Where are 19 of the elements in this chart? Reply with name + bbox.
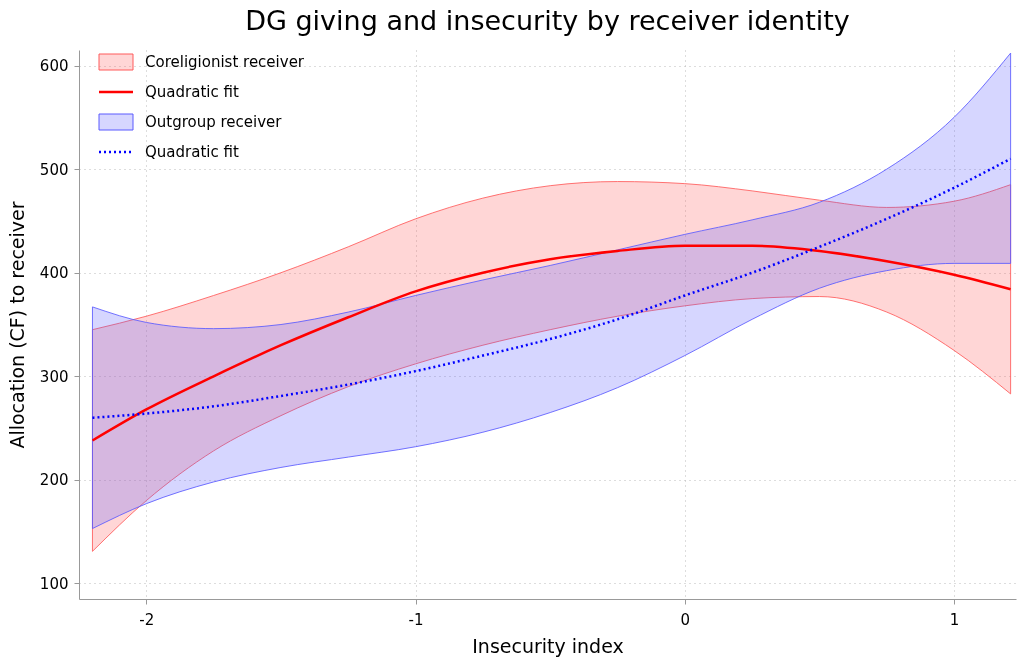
legend-label: Quadratic fit bbox=[145, 83, 239, 101]
legend-label: Outgroup receiver bbox=[145, 113, 283, 131]
y-axis-title: Allocation (CF) to receiver bbox=[5, 201, 28, 449]
y-tick-label: 300 bbox=[39, 367, 69, 386]
x-tick-label: -1 bbox=[408, 610, 424, 629]
y-tick-label: 100 bbox=[39, 574, 69, 593]
x-tick-label: -2 bbox=[139, 610, 155, 629]
x-tick-label: 1 bbox=[949, 610, 960, 629]
line-series bbox=[91, 244, 1012, 442]
y-tick-label: 200 bbox=[39, 471, 69, 490]
chart-title: DG giving and insecurity by receiver identity bbox=[245, 5, 850, 36]
legend-label: Quadratic fit bbox=[145, 143, 239, 161]
legend-label: Coreligionist receiver bbox=[145, 53, 305, 71]
x-tick-label: 0 bbox=[680, 610, 691, 629]
x-axis-title: Insecurity index bbox=[472, 634, 624, 657]
y-tick-label: 400 bbox=[39, 264, 69, 283]
y-tick-label: 600 bbox=[39, 57, 69, 76]
y-tick-label: 500 bbox=[39, 160, 69, 179]
line-series bbox=[91, 157, 1012, 419]
